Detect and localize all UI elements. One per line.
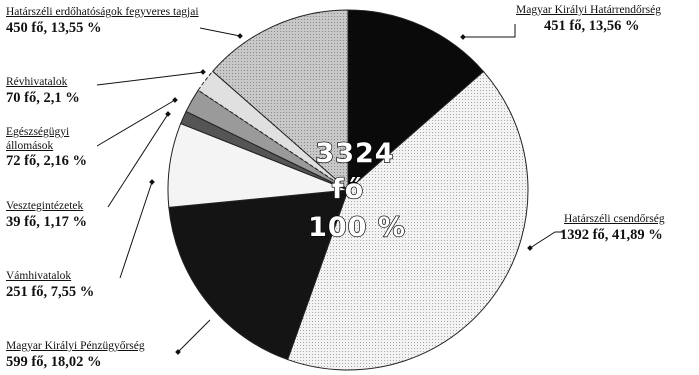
leader-penzugyorseg-marker (175, 349, 181, 355)
leader-csendorseg (529, 231, 563, 249)
leader-csendorseg-marker (527, 245, 533, 251)
center-total: 3324 (315, 137, 395, 169)
label-name-erdohatosagok: Határszéli erdőhatóságok fegyveres tagja… (6, 6, 199, 18)
label-value-hatarrendorseg: 451 fő, 13,56 % (544, 17, 640, 34)
leader-vesztegintezetek-marker (165, 111, 171, 117)
label-value-vamhivatalok: 251 fő, 7,55 % (6, 283, 95, 300)
slice-erdohatosagok (211, 9, 349, 192)
slice-penzugyorseg (168, 189, 349, 361)
center-unit: fő (331, 173, 365, 205)
leader-erdohatosagok (199, 27, 241, 37)
leader-vesztegintezetek (107, 113, 169, 208)
slice-egeszsegugyi (185, 89, 349, 191)
label-csendorseg: Határszéli csendőrség 1392 fő, 41,89 % (560, 213, 665, 244)
leader-egeszsegugyi (96, 99, 176, 147)
label-egeszsegugyi: Egészségügyi állomások 72 fő, 2,16 % (6, 126, 87, 170)
label-value-erdohatosagok: 450 fő, 13,55 % (6, 19, 102, 36)
leader-erdohatosagok-marker (237, 33, 243, 39)
label-name-penzugyorseg: Magyar Királyi Pénzügyőrség (6, 340, 145, 352)
leader-hatarrendorseg (463, 24, 516, 38)
label-name-hatarrendorseg: Magyar Királyi Határrendőrség (516, 4, 661, 16)
label-name-vamhivatalok: Vámhivatalok (6, 270, 72, 282)
leader-revhivatalok (96, 71, 204, 86)
label-hatarrendorseg: Magyar Királyi Határrendőrség 451 fő, 13… (516, 4, 661, 35)
label-vamhivatalok: Vámhivatalok 251 fő, 7,55 % (6, 270, 94, 301)
leader-revhivatalok-marker (200, 69, 206, 75)
label-value-penzugyorseg: 599 fő, 18,02 % (6, 353, 102, 370)
leader-hatarrendorseg-marker (460, 34, 466, 40)
label-name-revhivatalok: Révhivatalok (6, 76, 68, 88)
slice-csendorseg (286, 70, 529, 371)
leader-vamhivatalok-marker (149, 179, 155, 185)
label-value-egeszsegugyi: 72 fő, 2,16 % (6, 153, 87, 170)
label-value-revhivatalok: 70 fő, 2,1 % (6, 89, 80, 106)
center-percent: 100 % (307, 211, 406, 243)
label-revhivatalok: Révhivatalok 70 fő, 2,1 % (6, 76, 80, 107)
label-name-egeszsegugyi: Egészségügyi állomások (6, 126, 70, 152)
label-penzugyorseg: Magyar Királyi Pénzügyőrség 599 fő, 18,0… (6, 340, 145, 371)
label-name-csendorseg: Határszéli csendőrség (564, 213, 665, 225)
label-vesztegintezetek: Vesztegintézetek 39 fő, 1,17 % (6, 200, 87, 231)
label-value-vesztegintezetek: 39 fő, 1,17 % (6, 213, 87, 230)
leader-egeszsegugyi-marker (172, 97, 178, 103)
label-name-vesztegintezetek: Vesztegintézetek (6, 200, 84, 212)
label-value-csendorseg: 1392 fő, 41,89 % (560, 226, 663, 243)
leader-vamhivatalok (119, 181, 153, 279)
slice-revhivatalok (197, 70, 349, 191)
slice-hatarrendorseg (347, 9, 485, 192)
label-erdohatosagok: Határszéli erdőhatóságok fegyveres tagja… (6, 6, 199, 37)
leader-penzugyorseg (177, 319, 211, 353)
